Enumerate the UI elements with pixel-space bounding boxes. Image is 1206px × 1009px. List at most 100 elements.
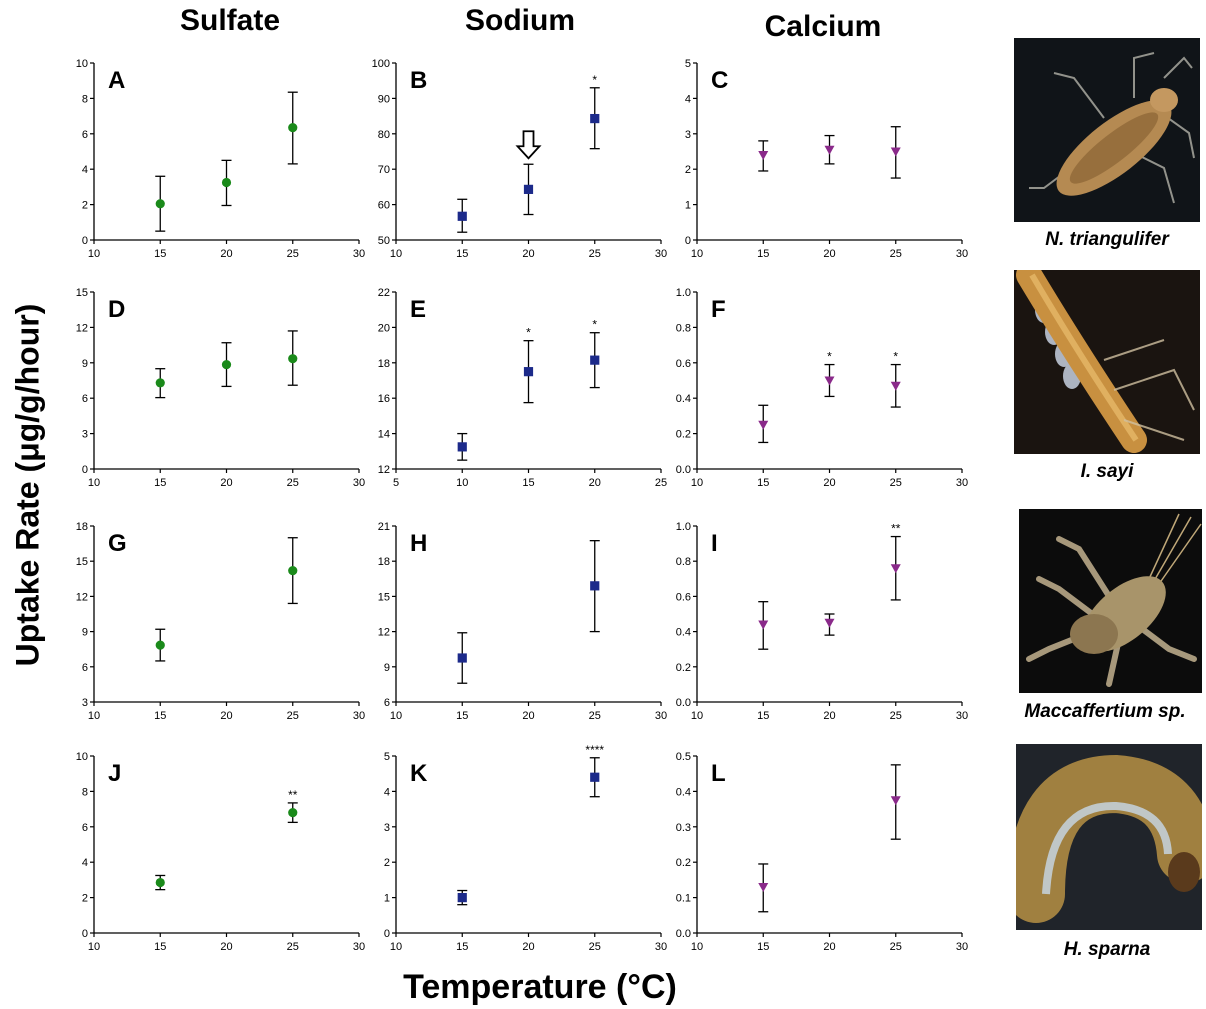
y-tick-label: 0.6 <box>676 358 691 370</box>
species-caption-i-sayi: I. sayi <box>1080 461 1134 482</box>
y-tick-label: 4 <box>82 164 88 176</box>
y-tick-label: 6 <box>82 393 88 405</box>
panel-j: 0 2 4 6 8 10 10 15 20 25 30 J ** <box>76 751 365 953</box>
y-tick-label: 50 <box>378 235 390 247</box>
x-tick-label: 10 <box>88 710 100 722</box>
x-tick-label: 30 <box>655 248 667 260</box>
y-tick-label: 0 <box>685 235 691 247</box>
x-tick-label: 30 <box>353 477 365 489</box>
y-tick-label: 18 <box>76 521 88 533</box>
x-tick-label: 10 <box>691 710 703 722</box>
data-point <box>890 381 901 391</box>
x-tick-label: 15 <box>154 477 166 489</box>
data-point <box>288 808 298 818</box>
x-tick-label: 20 <box>589 477 601 489</box>
stonefly-nymph-image <box>1014 270 1200 454</box>
mayfly-nymph-image <box>1014 38 1200 222</box>
data-point <box>457 211 467 221</box>
x-tick-label: 20 <box>823 248 835 260</box>
x-tick-label: 30 <box>655 710 667 722</box>
x-tick-label: 15 <box>456 248 468 260</box>
y-tick-label: 0 <box>82 928 88 940</box>
y-tick-label: 0 <box>82 464 88 476</box>
data-point <box>590 581 600 591</box>
data-point <box>221 359 232 370</box>
y-tick-label: 60 <box>378 200 390 212</box>
y-tick-label: 0.4 <box>676 786 691 798</box>
x-tick-label: 30 <box>956 941 968 953</box>
x-tick-label: 20 <box>522 248 534 260</box>
data-point <box>824 618 835 628</box>
panel-letter: F <box>711 296 726 323</box>
y-tick-label: 0.0 <box>676 464 691 476</box>
y-tick-label: 0 <box>384 928 390 940</box>
panel-letter: L <box>711 760 726 787</box>
y-tick-label: 10 <box>76 751 88 763</box>
column-title-calcium: Calcium <box>764 10 882 43</box>
y-tick-label: 0.6 <box>676 591 691 603</box>
y-tick-label: 22 <box>378 287 390 299</box>
y-tick-label: 12 <box>378 627 390 639</box>
x-tick-label: 20 <box>522 710 534 722</box>
x-tick-label: 10 <box>88 477 100 489</box>
y-tick-label: 0.2 <box>676 662 691 674</box>
panel-k: 0 1 2 3 4 5 10 15 20 25 30 K **** <box>384 743 667 953</box>
data-point <box>758 420 769 430</box>
significance-label: ** <box>891 522 901 536</box>
panel-e: 12 14 16 18 20 22 5 10 15 20 25 E * * <box>378 287 667 489</box>
y-tick-label: 14 <box>378 429 390 441</box>
x-tick-label: 25 <box>890 941 902 953</box>
panel-f: 0.0 0.2 0.4 0.6 0.8 1.0 10 15 20 25 30 F * * <box>676 287 968 489</box>
x-tick-label: 25 <box>589 941 601 953</box>
x-tick-label: 25 <box>287 710 299 722</box>
data-point <box>155 199 165 209</box>
x-tick-label: 5 <box>393 477 399 489</box>
panel-letter: E <box>410 296 426 323</box>
x-tick-label: 20 <box>522 941 534 953</box>
data-point <box>590 113 600 124</box>
x-tick-label: 15 <box>757 248 769 260</box>
specimen-photo-h-sparna <box>1016 744 1202 930</box>
significance-label: * <box>526 326 531 340</box>
y-tick-label: 9 <box>82 358 88 370</box>
x-tick-label: 15 <box>757 941 769 953</box>
heptageniid-nymph-image <box>1019 509 1202 693</box>
x-tick-label: 30 <box>956 248 968 260</box>
data-point <box>457 442 467 452</box>
y-tick-label: 6 <box>82 662 88 674</box>
y-tick-label: 70 <box>378 164 390 176</box>
y-tick-label: 0.1 <box>676 893 691 905</box>
y-tick-label: 8 <box>82 93 88 105</box>
panel-l: 0.0 0.1 0.2 0.3 0.4 0.5 10 15 20 25 30 L <box>676 751 968 953</box>
species-caption-maccaffertium: Maccaffertium sp. <box>1024 701 1186 722</box>
y-tick-label: 4 <box>685 93 691 105</box>
data-point <box>758 620 769 630</box>
x-tick-label: 20 <box>823 941 835 953</box>
y-tick-label: 0.0 <box>676 928 691 940</box>
panel-i: 0.0 0.2 0.4 0.6 0.8 1.0 10 15 20 25 30 I ** <box>676 521 968 722</box>
y-tick-label: 1 <box>685 200 691 212</box>
specimen-photo-maccaffertium <box>1019 509 1202 693</box>
y-tick-label: 12 <box>76 322 88 334</box>
data-point <box>288 565 298 576</box>
x-tick-label: 20 <box>220 248 232 260</box>
y-tick-label: 0.2 <box>676 429 691 441</box>
x-tick-label: 15 <box>456 941 468 953</box>
panel-g: 3 6 9 12 15 18 10 15 20 25 30 G <box>76 521 365 722</box>
x-axis-label: Temperature (°C) <box>403 968 677 1006</box>
panel-letter: C <box>711 67 728 94</box>
panel-letter: D <box>108 296 125 323</box>
panel-letter: H <box>410 530 427 557</box>
x-tick-label: 20 <box>220 477 232 489</box>
x-tick-label: 15 <box>154 248 166 260</box>
data-point <box>288 123 298 133</box>
x-tick-label: 25 <box>589 710 601 722</box>
x-tick-label: 25 <box>890 710 902 722</box>
data-point <box>155 640 165 650</box>
x-tick-label: 25 <box>287 477 299 489</box>
x-tick-label: 30 <box>353 710 365 722</box>
x-tick-label: 20 <box>823 710 835 722</box>
data-point <box>523 184 534 194</box>
x-tick-label: 10 <box>390 248 402 260</box>
x-tick-label: 25 <box>655 477 667 489</box>
